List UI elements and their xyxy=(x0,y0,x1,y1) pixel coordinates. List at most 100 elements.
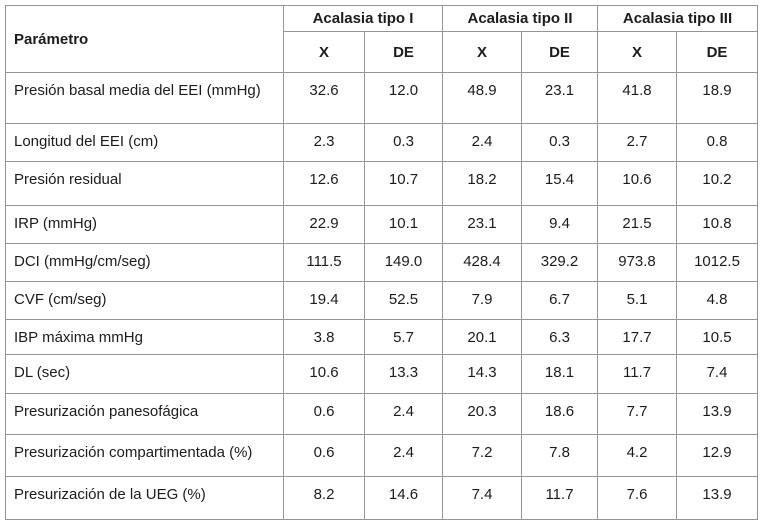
value-cell: 41.8 xyxy=(597,72,678,124)
value-cell: 2.4 xyxy=(364,434,443,477)
value-cell: 23.1 xyxy=(442,205,522,244)
param-cell: Presurización panesofágica xyxy=(5,393,284,435)
value-cell: 7.2 xyxy=(442,434,522,477)
group-header-acalasia-tipo-3: Acalasia tipo III xyxy=(597,5,759,32)
subheader-de-tipo-2: DE xyxy=(520,31,599,73)
value-cell: 21.5 xyxy=(597,205,678,244)
value-cell: 23.1 xyxy=(520,72,599,124)
value-cell: 22.9 xyxy=(283,205,365,244)
table-row: Longitud del EEI (cm) 2.3 0.3 2.4 0.3 2.… xyxy=(5,123,759,162)
param-cell: DCI (mmHg/cm/seg) xyxy=(5,243,284,282)
value-cell: 10.1 xyxy=(364,205,443,244)
value-cell: 4.8 xyxy=(676,281,759,320)
value-cell: 0.8 xyxy=(676,123,759,162)
param-cell: IBP máxima mmHg xyxy=(5,319,284,355)
value-cell: 6.7 xyxy=(520,281,599,320)
param-cell: Presión residual xyxy=(5,161,284,206)
table-body: Presión basal media del EEI (mmHg) 32.6 … xyxy=(5,72,759,520)
value-cell: 4.2 xyxy=(597,434,678,477)
value-cell: 13.3 xyxy=(364,354,443,394)
value-cell: 32.6 xyxy=(283,72,365,124)
value-cell: 12.6 xyxy=(283,161,365,206)
value-cell: 2.7 xyxy=(597,123,678,162)
table-row: Presurización compartimentada (%) 0.6 2.… xyxy=(5,434,759,477)
value-cell: 3.8 xyxy=(283,319,365,355)
value-cell: 7.7 xyxy=(597,393,678,435)
value-cell: 48.9 xyxy=(442,72,522,124)
group-header-acalasia-tipo-1: Acalasia tipo I xyxy=(283,5,443,32)
table-row: Presión residual 12.6 10.7 18.2 15.4 10.… xyxy=(5,161,759,206)
table-row: CVF (cm/seg) 19.4 52.5 7.9 6.7 5.1 4.8 xyxy=(5,281,759,320)
table-row: Presurización panesofágica 0.6 2.4 20.3 … xyxy=(5,393,759,435)
value-cell: 2.3 xyxy=(283,123,365,162)
value-cell: 7.8 xyxy=(520,434,599,477)
value-cell: 18.2 xyxy=(442,161,522,206)
param-cell: Presurización de la UEG (%) xyxy=(5,476,284,520)
value-cell: 6.3 xyxy=(520,319,599,355)
value-cell: 973.8 xyxy=(597,243,678,282)
subheader-de-tipo-3: DE xyxy=(676,31,759,73)
value-cell: 0.6 xyxy=(283,434,365,477)
value-cell: 14.6 xyxy=(364,476,443,520)
value-cell: 20.3 xyxy=(442,393,522,435)
value-cell: 12.9 xyxy=(676,434,759,477)
table-row: DCI (mmHg/cm/seg) 111.5 149.0 428.4 329.… xyxy=(5,243,759,282)
value-cell: 2.4 xyxy=(442,123,522,162)
param-cell: Presurización compartimentada (%) xyxy=(5,434,284,477)
table-row: IRP (mmHg) 22.9 10.1 23.1 9.4 21.5 10.8 xyxy=(5,205,759,244)
value-cell: 329.2 xyxy=(520,243,599,282)
value-cell: 14.3 xyxy=(442,354,522,394)
param-cell: Presión basal media del EEI (mmHg) xyxy=(5,72,284,124)
value-cell: 10.2 xyxy=(676,161,759,206)
value-cell: 17.7 xyxy=(597,319,678,355)
subheader-x-tipo-1: X xyxy=(283,31,365,73)
value-cell: 5.1 xyxy=(597,281,678,320)
value-cell: 1012.5 xyxy=(676,243,759,282)
table-row: Presurización de la UEG (%) 8.2 14.6 7.4… xyxy=(5,476,759,520)
value-cell: 12.0 xyxy=(364,72,443,124)
value-cell: 0.6 xyxy=(283,393,365,435)
table-row: IBP máxima mmHg 3.8 5.7 20.1 6.3 17.7 10… xyxy=(5,319,759,355)
group-header-acalasia-tipo-2: Acalasia tipo II xyxy=(441,5,599,32)
value-cell: 7.6 xyxy=(597,476,678,520)
value-cell: 10.6 xyxy=(597,161,678,206)
value-cell: 8.2 xyxy=(283,476,365,520)
table-header: Parámetro Acalasia tipo I Acalasia tipo … xyxy=(5,5,759,73)
value-cell: 10.8 xyxy=(676,205,759,244)
subheader-de-tipo-1: DE xyxy=(364,31,443,73)
value-cell: 10.7 xyxy=(364,161,443,206)
value-cell: 0.3 xyxy=(364,123,443,162)
subheader-row: X DE X DE X DE xyxy=(6,31,759,73)
value-cell: 0.3 xyxy=(520,123,599,162)
param-column-header: Parámetro xyxy=(5,5,284,73)
param-cell: DL (sec) xyxy=(5,354,284,394)
param-cell: CVF (cm/seg) xyxy=(5,281,284,320)
value-cell: 20.1 xyxy=(442,319,522,355)
group-header-row: Parámetro Acalasia tipo I Acalasia tipo … xyxy=(5,5,759,73)
value-cell: 15.4 xyxy=(520,161,599,206)
value-cell: 13.9 xyxy=(676,393,759,435)
value-cell: 52.5 xyxy=(364,281,443,320)
acalasia-parameters-table: Parámetro Acalasia tipo I Acalasia tipo … xyxy=(5,5,759,520)
value-cell: 13.9 xyxy=(676,476,759,520)
value-cell: 7.4 xyxy=(442,476,522,520)
value-cell: 9.4 xyxy=(520,205,599,244)
value-cell: 149.0 xyxy=(364,243,443,282)
value-cell: 18.9 xyxy=(676,72,759,124)
value-cell: 11.7 xyxy=(597,354,678,394)
table-row: Presión basal media del EEI (mmHg) 32.6 … xyxy=(5,72,759,124)
value-cell: 7.4 xyxy=(676,354,759,394)
value-cell: 5.7 xyxy=(364,319,443,355)
value-cell: 10.6 xyxy=(283,354,365,394)
table-row: DL (sec) 10.6 13.3 14.3 18.1 11.7 7.4 xyxy=(5,354,759,394)
value-cell: 10.5 xyxy=(676,319,759,355)
value-cell: 11.7 xyxy=(520,476,599,520)
value-cell: 2.4 xyxy=(364,393,443,435)
subheader-x-tipo-2: X xyxy=(442,31,522,73)
value-cell: 19.4 xyxy=(283,281,365,320)
value-cell: 428.4 xyxy=(442,243,522,282)
subheader-x-tipo-3: X xyxy=(597,31,678,73)
value-cell: 111.5 xyxy=(283,243,365,282)
value-cell: 18.1 xyxy=(520,354,599,394)
